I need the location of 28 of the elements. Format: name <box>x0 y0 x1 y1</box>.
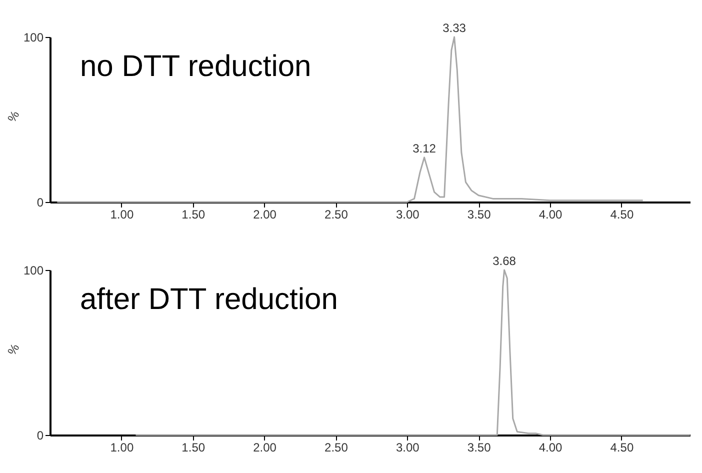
y-tick-label: 100 <box>23 30 44 44</box>
x-tick-label: 4.00 <box>538 208 562 222</box>
x-tick-label: 3.50 <box>467 440 492 454</box>
annotation: 3.68 <box>492 254 516 268</box>
annotation: 3.12 <box>412 141 436 156</box>
x-tick-label: 2.00 <box>253 208 277 222</box>
x-tick-label: 3.50 <box>467 208 492 222</box>
line-series <box>56 36 644 203</box>
x-tick-label: 3.00 <box>396 440 420 454</box>
annotation: no DTT reduction <box>80 50 312 83</box>
annotation: after DTT reduction <box>80 283 338 316</box>
y-axis-title: % <box>4 341 22 358</box>
annotation: 3.33 <box>442 21 466 35</box>
x-tick-label: 2.00 <box>253 440 277 454</box>
y-tick-label: 0 <box>36 196 44 210</box>
x-tick-label: 4.00 <box>538 440 562 454</box>
y-axis-title: % <box>4 108 22 125</box>
x-tick-label: 2.50 <box>324 440 348 454</box>
y-tick-label: 100 <box>23 264 44 278</box>
y-tick-label: 0 <box>36 428 44 442</box>
x-tick-label: 1.50 <box>182 440 206 454</box>
x-tick-label: 1.50 <box>182 208 206 222</box>
x-tick-label: 4.50 <box>610 208 634 222</box>
x-tick-label: 4.50 <box>610 440 634 454</box>
x-tick-label: 1.00 <box>110 208 134 222</box>
x-tick-label: 2.50 <box>324 208 348 222</box>
x-tick-label: 1.00 <box>110 440 134 454</box>
x-tick-label: 3.00 <box>396 208 420 222</box>
